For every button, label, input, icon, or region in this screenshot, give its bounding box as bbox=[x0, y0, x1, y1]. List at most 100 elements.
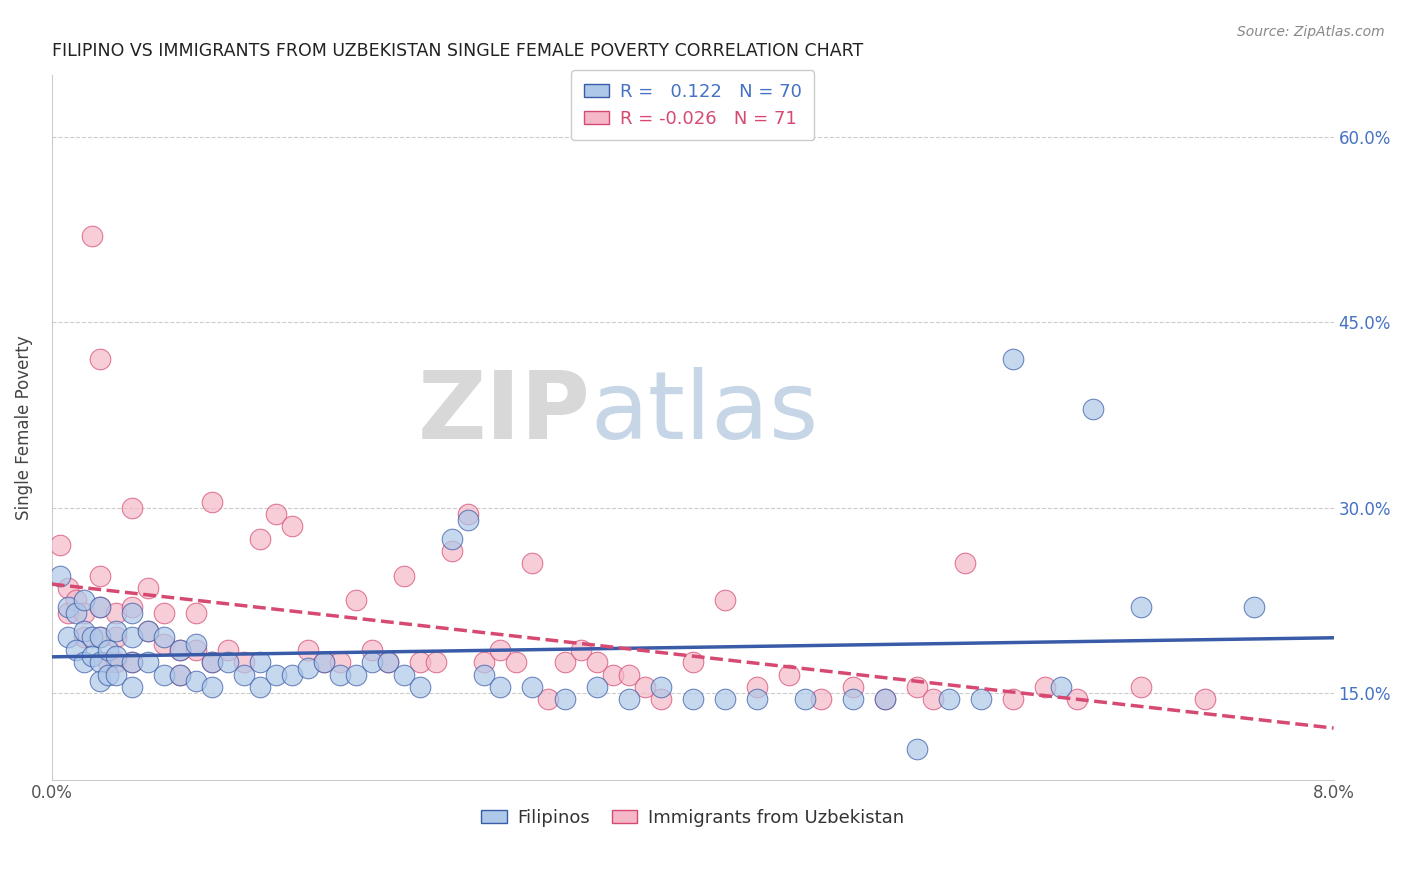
Point bbox=[121, 680, 143, 694]
Point bbox=[922, 692, 945, 706]
Point bbox=[682, 692, 704, 706]
Point bbox=[489, 680, 512, 694]
Point bbox=[233, 667, 256, 681]
Point bbox=[650, 692, 672, 706]
Point bbox=[217, 655, 239, 669]
Text: Source: ZipAtlas.com: Source: ZipAtlas.com bbox=[1237, 25, 1385, 39]
Point bbox=[89, 352, 111, 367]
Point bbox=[1130, 680, 1153, 694]
Point bbox=[745, 692, 768, 706]
Point bbox=[73, 631, 96, 645]
Point bbox=[249, 655, 271, 669]
Point bbox=[89, 655, 111, 669]
Point bbox=[617, 692, 640, 706]
Point bbox=[810, 692, 832, 706]
Point bbox=[344, 593, 367, 607]
Point bbox=[136, 581, 159, 595]
Point bbox=[361, 655, 384, 669]
Point bbox=[344, 667, 367, 681]
Point bbox=[169, 643, 191, 657]
Point bbox=[73, 606, 96, 620]
Point bbox=[474, 655, 496, 669]
Point bbox=[873, 692, 896, 706]
Point bbox=[409, 680, 432, 694]
Point bbox=[169, 667, 191, 681]
Point bbox=[89, 631, 111, 645]
Point bbox=[97, 667, 120, 681]
Point bbox=[89, 599, 111, 614]
Point bbox=[682, 655, 704, 669]
Point bbox=[65, 643, 87, 657]
Point bbox=[121, 655, 143, 669]
Point bbox=[153, 631, 176, 645]
Point bbox=[89, 673, 111, 688]
Point bbox=[89, 568, 111, 582]
Point bbox=[1130, 599, 1153, 614]
Point bbox=[49, 568, 72, 582]
Point bbox=[505, 655, 527, 669]
Point bbox=[80, 631, 103, 645]
Point bbox=[602, 667, 624, 681]
Point bbox=[842, 680, 865, 694]
Point bbox=[522, 680, 544, 694]
Point bbox=[249, 532, 271, 546]
Point bbox=[1083, 401, 1105, 416]
Point bbox=[1002, 692, 1025, 706]
Point bbox=[65, 606, 87, 620]
Point bbox=[249, 680, 271, 694]
Point bbox=[953, 557, 976, 571]
Point bbox=[361, 643, 384, 657]
Point bbox=[169, 667, 191, 681]
Point bbox=[569, 643, 592, 657]
Point bbox=[489, 643, 512, 657]
Point bbox=[425, 655, 447, 669]
Point bbox=[217, 643, 239, 657]
Point bbox=[474, 667, 496, 681]
Point bbox=[585, 680, 607, 694]
Point bbox=[522, 557, 544, 571]
Point bbox=[842, 692, 865, 706]
Point bbox=[1194, 692, 1216, 706]
Point bbox=[329, 667, 352, 681]
Point bbox=[745, 680, 768, 694]
Point bbox=[201, 494, 224, 508]
Point bbox=[104, 655, 127, 669]
Point bbox=[1002, 352, 1025, 367]
Y-axis label: Single Female Poverty: Single Female Poverty bbox=[15, 335, 32, 520]
Point bbox=[56, 631, 79, 645]
Point bbox=[201, 680, 224, 694]
Point bbox=[970, 692, 993, 706]
Point bbox=[873, 692, 896, 706]
Point bbox=[409, 655, 432, 669]
Point bbox=[89, 599, 111, 614]
Point bbox=[136, 655, 159, 669]
Point bbox=[1033, 680, 1056, 694]
Point bbox=[329, 655, 352, 669]
Point bbox=[264, 667, 287, 681]
Point bbox=[314, 655, 336, 669]
Point bbox=[233, 655, 256, 669]
Point bbox=[633, 680, 655, 694]
Point bbox=[617, 667, 640, 681]
Point bbox=[1050, 680, 1073, 694]
Point bbox=[56, 599, 79, 614]
Point bbox=[377, 655, 399, 669]
Point bbox=[73, 624, 96, 639]
Point bbox=[778, 667, 800, 681]
Point bbox=[553, 655, 575, 669]
Point bbox=[713, 692, 735, 706]
Point bbox=[905, 680, 928, 694]
Point bbox=[104, 667, 127, 681]
Point bbox=[905, 741, 928, 756]
Point bbox=[121, 631, 143, 645]
Point bbox=[73, 655, 96, 669]
Point bbox=[97, 655, 120, 669]
Point bbox=[394, 568, 416, 582]
Point bbox=[938, 692, 960, 706]
Point bbox=[201, 655, 224, 669]
Point bbox=[121, 606, 143, 620]
Point bbox=[121, 655, 143, 669]
Point bbox=[793, 692, 815, 706]
Legend: Filipinos, Immigrants from Uzbekistan: Filipinos, Immigrants from Uzbekistan bbox=[474, 802, 911, 834]
Text: FILIPINO VS IMMIGRANTS FROM UZBEKISTAN SINGLE FEMALE POVERTY CORRELATION CHART: FILIPINO VS IMMIGRANTS FROM UZBEKISTAN S… bbox=[52, 42, 863, 60]
